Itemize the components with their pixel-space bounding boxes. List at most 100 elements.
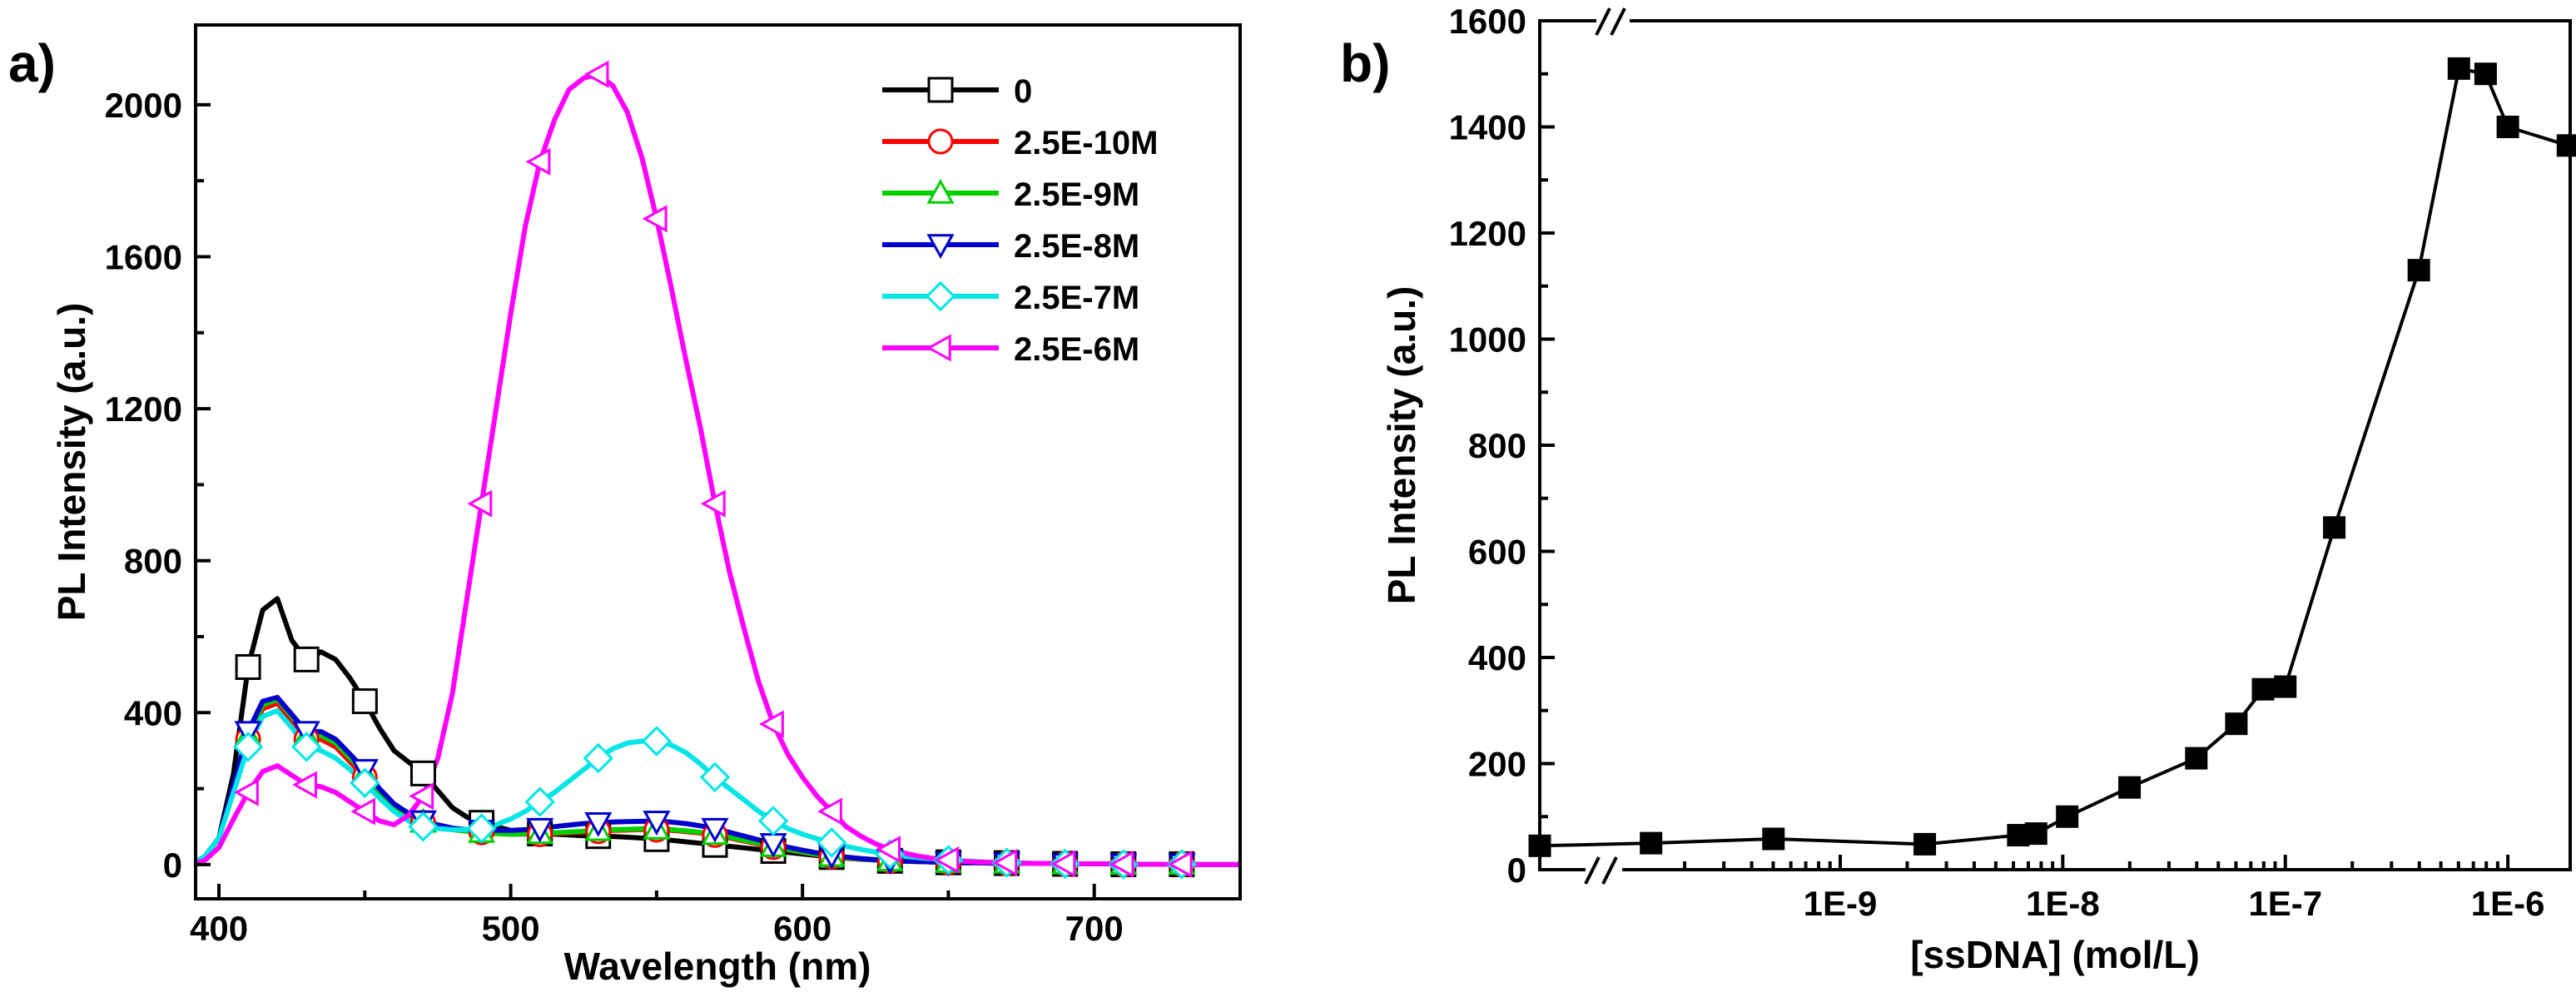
chart-a-point [290,732,322,762]
chart-a-markers [232,60,1198,880]
chart-b-point [1762,827,1785,851]
chart-a-ylabel: PL Intensity (a.u.) [50,303,93,622]
chart-a-point [583,60,609,88]
chart-a-point [350,797,376,826]
chart-a-point [642,205,668,233]
chart-a-point [293,646,320,672]
chart-a-legend: 0 2.5E-10M 2.5E-9M 2.5E-8M 2.5E-7M 2.5E-6M [882,73,1158,368]
chart-b-ytick-label: 1600 [1449,2,1526,41]
chart-b-ytick-label: 0 [1507,851,1526,890]
legend-label: 2.5E-8M [1014,228,1139,265]
chart-a-point [816,827,847,858]
chart-a-xtick-label: 500 [482,909,540,948]
chart-b-point [1913,832,1937,856]
axis-break-bottom [1584,856,1622,885]
chart-a-point [583,742,613,774]
chart-a-point [757,806,789,836]
legend-label: 2.5E-9M [1014,176,1139,213]
chart-b-xtick-label: 1E-8 [2026,884,2100,923]
chart-a-point [408,811,439,842]
chart-b-point [2556,134,2576,157]
chart-a-ytick-label: 800 [124,542,182,581]
chart-b-xtick-label: 1E-7 [2248,884,2322,923]
chart-b-point [2118,776,2142,799]
chart-b-ytick-label: 800 [1468,426,1526,465]
chart-b-ytick-label: 1200 [1449,214,1526,253]
chart-a-point [526,817,554,843]
chart-a-point [409,782,434,811]
chart-a-point [235,654,261,681]
chart-a-point [524,786,555,817]
chart-b-point [2274,675,2297,698]
chart-b-ticks: 1E-9 1E-8 1E-7 1E-6 0 200 400 600 800 1000 1200 140… [1449,2,2545,923]
chart-a-point [934,846,960,874]
chart-b-point [2407,259,2430,282]
chart-b-point [2225,712,2248,736]
chart-a-point [876,836,901,864]
legend-marker [926,178,955,204]
chart-a-point [350,767,380,798]
chart-b-point [2447,57,2470,80]
chart-a-point [466,813,497,844]
legend-marker [927,128,954,155]
axis-break-top [1595,7,1630,36]
chart-a-point [525,147,551,176]
chart-a-point [700,489,726,518]
chart-a-point [1109,850,1134,879]
chart-b-point [2185,747,2208,770]
chart-a-point [817,797,842,826]
chart-b-point [2474,62,2497,86]
chart-a-xtick-label: 600 [773,909,831,948]
chart-b-markers [1528,57,2576,857]
chart-a-point [351,688,378,715]
chart-a-point [234,778,259,806]
chart-b-ytick-label: 600 [1468,533,1526,572]
chart-b-ytick-label: 1400 [1449,108,1526,147]
panel-b-label: b) [1340,33,1390,93]
chart-b-xtick-label: 1E-6 [2471,884,2545,923]
legend-label: 2.5E-10M [1014,125,1158,161]
legend-marker [925,280,956,312]
chart-b-ytick-label: 200 [1468,745,1526,784]
chart-a-frame [194,23,1242,900]
chart-a-point [699,761,731,793]
chart-b-point [2024,822,2047,846]
chart-a-ytick-label: 1600 [105,237,182,276]
chart-a-point [643,811,671,836]
chart-a-ytick-label: 2000 [105,86,182,125]
chart-a-point [409,760,436,786]
chart-a-point [759,710,784,738]
chart-b-point [2056,805,2079,828]
chart-a-ytick-label: 0 [163,846,182,885]
chart-a-point [467,489,493,518]
legend-label: 2.5E-6M [1014,331,1139,368]
chart-b-point [1640,831,1663,855]
chart-b: b) 1E-9 1E-8 1E-7 1E-6 0 200 400 600 800 1000 1200… [1340,2,2576,976]
chart-b-point [2251,677,2275,701]
legend-marker [926,334,951,362]
chart-b-xlabel: [ssDNA] (mol/L) [1910,933,2200,976]
chart-a-xtick-label: 700 [1065,909,1124,948]
chart-a-point [232,732,264,762]
chart-a-xtick-label: 400 [190,909,248,948]
chart-b-ytick-label: 1000 [1449,320,1526,360]
chart-a-xlabel: Wavelength (nm) [564,945,871,988]
chart-b-xtick-label: 1E-9 [1804,884,1878,923]
chart-a-point [641,726,673,756]
chart-a-point [584,811,613,837]
chart-b-ylabel: PL Intensity (a.u.) [1380,286,1423,605]
legend-marker [927,77,954,103]
panel-a-label: a) [8,33,56,93]
chart-a-ytick-label: 1200 [105,389,182,429]
chart-a-point [992,849,1018,877]
chart-a-point [701,817,729,843]
legend-marker [926,234,955,260]
chart-a-ytick-label: 400 [124,693,182,732]
legend-label: 2.5E-7M [1014,280,1139,316]
chart-b-point [2323,516,2346,539]
chart-a-point [1050,850,1076,878]
